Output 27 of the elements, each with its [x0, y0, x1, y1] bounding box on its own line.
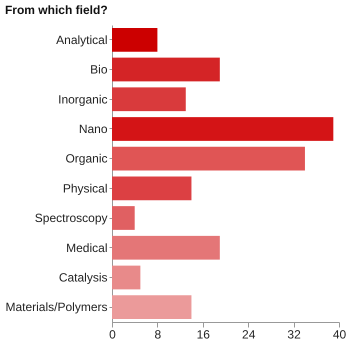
y-tick-label: Materials/Polymers	[5, 300, 108, 314]
y-tick-label: Inorganic	[58, 92, 108, 106]
x-tick-label: 32	[287, 328, 302, 342]
x-tick-label: 0	[109, 328, 116, 342]
bar	[112, 295, 192, 320]
bar	[112, 146, 305, 171]
x-tick-label: 16	[196, 328, 210, 342]
bar	[112, 87, 186, 112]
y-tick-label: Spectroscopy	[34, 211, 108, 226]
y-tick-label: Organic	[65, 152, 108, 166]
y-tick-label: Nano	[78, 122, 108, 136]
bar	[112, 236, 220, 260]
y-tick-label: Analytical	[56, 32, 108, 47]
y-tick-label: Physical	[62, 181, 108, 196]
x-tick-label: 24	[242, 328, 256, 342]
bar	[112, 28, 158, 52]
bar	[112, 266, 140, 290]
bar	[112, 117, 334, 141]
bar	[112, 176, 192, 200]
x-tick-label: 8	[154, 328, 162, 342]
y-tick-label: Medical	[66, 240, 108, 255]
chart-title: From which field?	[4, 3, 108, 17]
x-tick-label: 40	[332, 328, 346, 342]
y-tick-label: Bio	[90, 62, 108, 77]
y-tick-label: Catalysis	[58, 270, 108, 284]
bar	[112, 58, 220, 82]
bar	[112, 206, 135, 230]
